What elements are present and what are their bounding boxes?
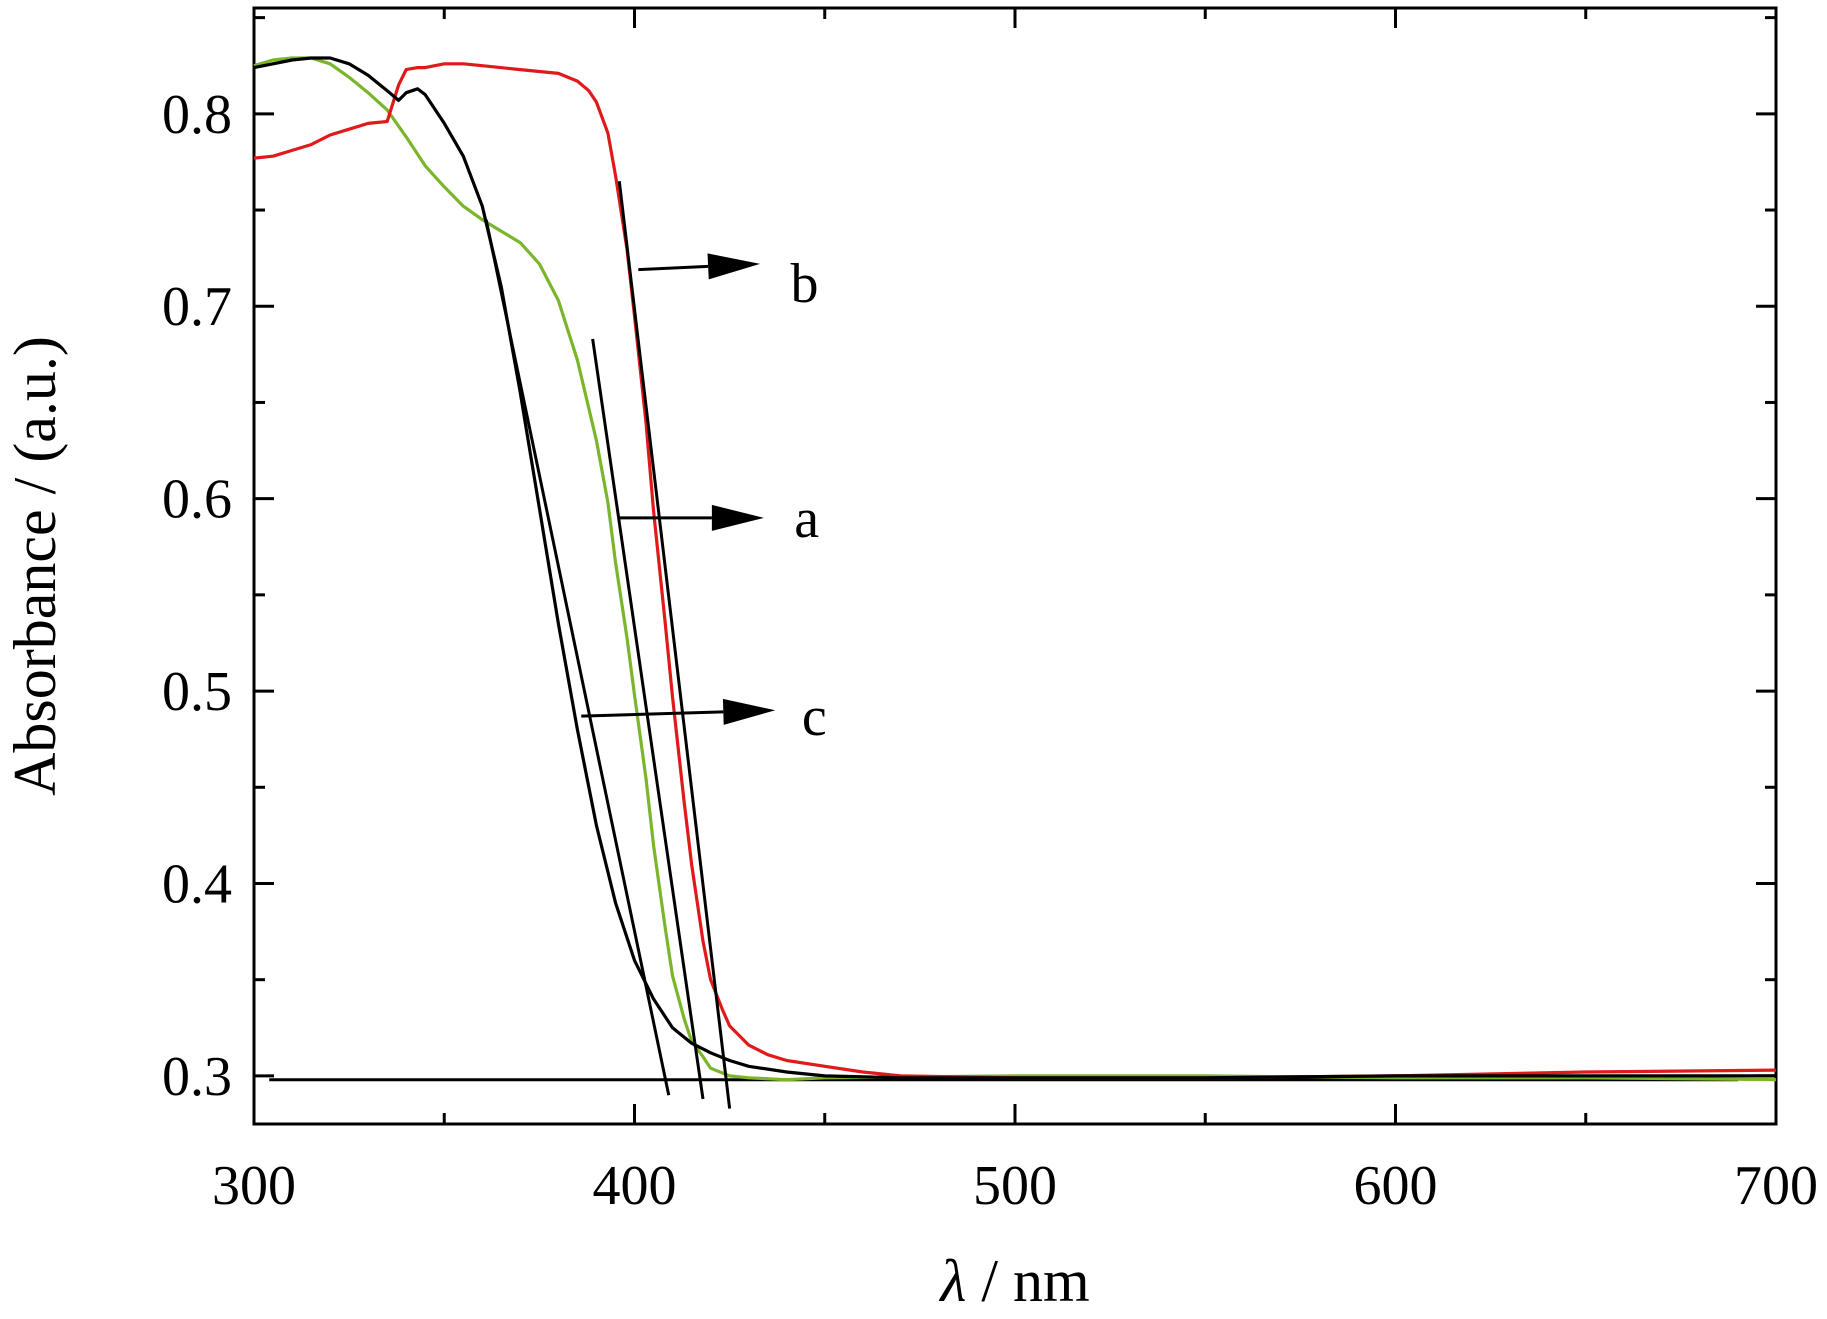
curve-label-a: a (794, 488, 819, 550)
curve-label-b: b (791, 253, 819, 315)
series-group (253, 56, 1777, 1082)
series-b-line (253, 62, 1777, 1080)
arrow-head-a (711, 504, 764, 531)
x-axis-label-symbol: λ (938, 1248, 966, 1314)
annotations-group: b a c (484, 180, 827, 1109)
x-axis-label: λ / nm (938, 1248, 1089, 1314)
y-tick-label: 0.8 (162, 84, 232, 146)
x-tick-label: 600 (1354, 1155, 1438, 1217)
series-c-line (253, 56, 1776, 1080)
series-a-line (253, 56, 1777, 1082)
tangent-line-a (591, 338, 705, 1100)
y-tick-label: 0.3 (162, 1046, 232, 1108)
x-tick-label: 700 (1734, 1155, 1818, 1217)
x-axis-ticks: 300 400 500 600 700 (212, 8, 1818, 1217)
y-tick-label: 0.5 (162, 661, 232, 723)
arrow-shaft-c (581, 710, 724, 718)
x-tick-label: 500 (973, 1155, 1057, 1217)
x-tick-label: 400 (593, 1155, 677, 1217)
curve-label-c: c (802, 686, 827, 748)
plot-area (252, 6, 1778, 1126)
x-tick-label: 300 (212, 1155, 296, 1217)
y-tick-label: 0.7 (162, 276, 232, 338)
y-tick-label: 0.4 (162, 853, 232, 915)
tangent-line-c (484, 219, 671, 1096)
x-axis-label-unit: / nm (966, 1248, 1089, 1314)
y-axis-label: Absorbance / (a.u.) (2, 336, 68, 796)
arrow-shaft-b (638, 264, 709, 272)
plot-frame (252, 6, 1778, 1126)
y-tick-label: 0.6 (162, 469, 232, 531)
arrow-head-c (722, 698, 776, 725)
arrow-head-b (707, 253, 761, 280)
tangent-line-b (617, 180, 732, 1109)
y-axis-ticks: 0.3 0.4 0.5 0.6 0.7 0.8 (162, 16, 1776, 1108)
